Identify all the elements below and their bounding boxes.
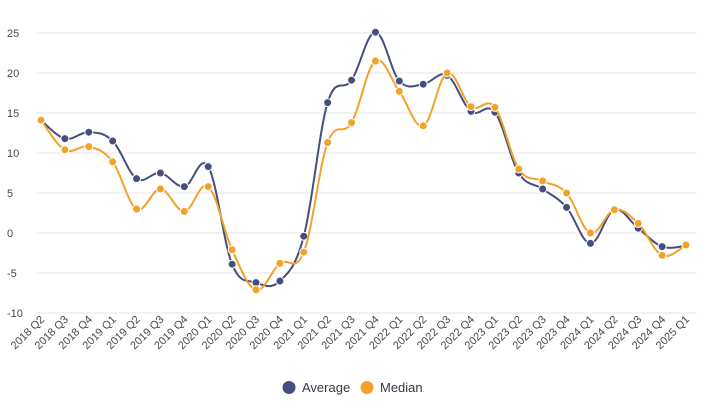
data-point-median[interactable] bbox=[466, 102, 476, 112]
data-point-median[interactable] bbox=[347, 118, 357, 128]
data-point-median[interactable] bbox=[203, 182, 213, 192]
y-axis: 25 20 15 10 5 0 -5 -10 bbox=[7, 28, 23, 320]
data-point-average[interactable] bbox=[562, 202, 572, 212]
data-point-average[interactable] bbox=[347, 75, 357, 85]
gridlines bbox=[36, 32, 697, 314]
series-layer bbox=[36, 27, 691, 295]
data-point-average[interactable] bbox=[370, 27, 380, 37]
data-point-median[interactable] bbox=[490, 102, 500, 112]
data-point-median[interactable] bbox=[418, 121, 428, 131]
data-point-average[interactable] bbox=[132, 174, 142, 184]
y-tick-label: -10 bbox=[7, 308, 23, 320]
y-tick-label: 25 bbox=[7, 28, 19, 40]
data-point-median[interactable] bbox=[155, 184, 165, 194]
legend: Average Median bbox=[282, 380, 423, 395]
y-tick-label: -5 bbox=[7, 268, 17, 280]
data-point-average[interactable] bbox=[394, 76, 404, 86]
series-line-average bbox=[40, 31, 687, 288]
data-point-median[interactable] bbox=[442, 68, 452, 78]
data-point-median[interactable] bbox=[60, 145, 70, 155]
y-tick-label: 20 bbox=[7, 68, 19, 80]
legend-item-average[interactable]: Average bbox=[282, 380, 351, 395]
data-point-median[interactable] bbox=[227, 245, 237, 255]
legend-item-median[interactable]: Median bbox=[360, 380, 423, 395]
data-point-median[interactable] bbox=[394, 86, 404, 96]
data-point-median[interactable] bbox=[681, 240, 691, 250]
data-point-median[interactable] bbox=[633, 218, 643, 228]
data-point-median[interactable] bbox=[275, 258, 285, 268]
data-point-median[interactable] bbox=[370, 56, 380, 66]
y-tick-label: 15 bbox=[7, 108, 19, 120]
data-point-median[interactable] bbox=[36, 115, 46, 125]
data-point-average[interactable] bbox=[84, 127, 94, 137]
data-point-median[interactable] bbox=[84, 142, 94, 152]
data-point-median[interactable] bbox=[179, 206, 189, 216]
data-point-median[interactable] bbox=[585, 228, 595, 238]
data-point-median[interactable] bbox=[108, 157, 118, 167]
legend-swatch-median bbox=[360, 381, 374, 394]
y-tick-label: 5 bbox=[7, 188, 13, 200]
data-point-average[interactable] bbox=[418, 79, 428, 89]
data-point-average[interactable] bbox=[179, 182, 189, 192]
data-point-average[interactable] bbox=[323, 98, 333, 108]
data-point-average[interactable] bbox=[657, 242, 667, 252]
data-point-average[interactable] bbox=[108, 136, 118, 146]
y-tick-label: 0 bbox=[7, 228, 13, 240]
data-point-average[interactable] bbox=[60, 134, 70, 144]
data-point-median[interactable] bbox=[538, 176, 548, 186]
data-point-median[interactable] bbox=[514, 164, 524, 174]
data-point-average[interactable] bbox=[227, 259, 237, 269]
data-point-median[interactable] bbox=[251, 285, 261, 295]
data-point-median[interactable] bbox=[562, 188, 572, 198]
data-point-average[interactable] bbox=[585, 238, 595, 248]
data-point-average[interactable] bbox=[155, 168, 165, 178]
data-point-median[interactable] bbox=[323, 138, 333, 148]
data-point-average[interactable] bbox=[203, 162, 213, 172]
series-line-median bbox=[40, 59, 687, 291]
legend-label-median: Median bbox=[380, 380, 423, 395]
series-median bbox=[36, 56, 691, 295]
data-point-median[interactable] bbox=[609, 205, 619, 215]
legend-swatch-average bbox=[282, 381, 296, 394]
data-point-median[interactable] bbox=[299, 247, 309, 257]
y-tick-label: 10 bbox=[7, 148, 19, 160]
legend-label-average: Average bbox=[302, 380, 350, 395]
data-point-median[interactable] bbox=[132, 204, 142, 214]
series-average bbox=[36, 27, 691, 288]
data-point-median[interactable] bbox=[657, 250, 667, 260]
data-point-average[interactable] bbox=[538, 184, 548, 194]
data-point-average[interactable] bbox=[275, 276, 285, 286]
